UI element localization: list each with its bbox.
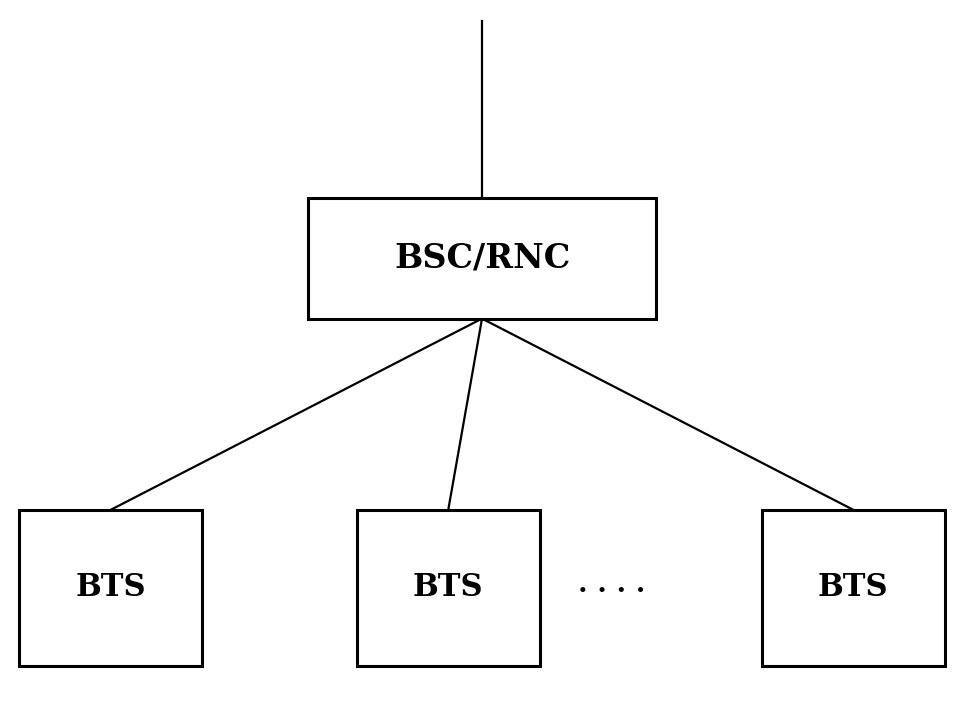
FancyBboxPatch shape bbox=[357, 510, 540, 666]
Text: . . . .: . . . . bbox=[578, 571, 646, 598]
Text: BTS: BTS bbox=[817, 572, 889, 603]
FancyBboxPatch shape bbox=[308, 198, 656, 319]
Text: BTS: BTS bbox=[75, 572, 147, 603]
Text: BTS: BTS bbox=[413, 572, 484, 603]
FancyBboxPatch shape bbox=[762, 510, 945, 666]
FancyBboxPatch shape bbox=[19, 510, 202, 666]
Text: BSC/RNC: BSC/RNC bbox=[394, 242, 570, 275]
